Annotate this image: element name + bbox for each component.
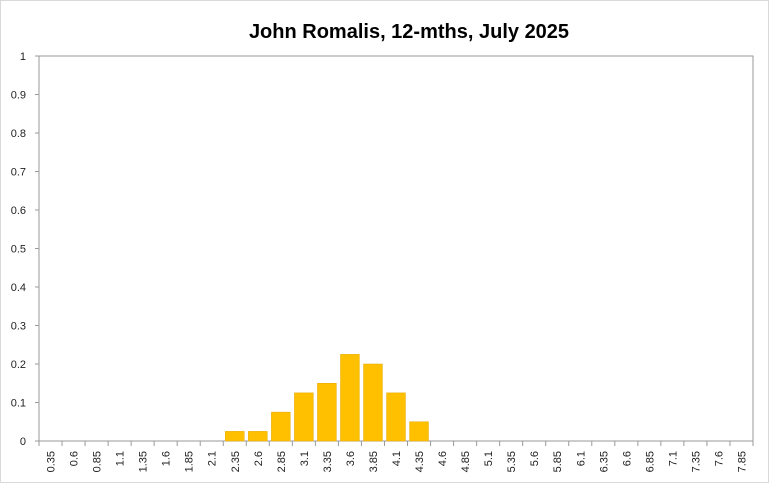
x-tick-label: 0.35 [46,451,58,472]
x-tick-label: 2.35 [230,451,242,472]
x-tick-label: 2.85 [276,451,288,472]
bar [386,392,406,442]
x-axis: 0.35 0.6 0.85 1.1 1.35 1.6 1.85 2.1 2.35 2.6 2.85 3… [38,441,754,472]
bar [294,392,314,442]
y-tick-label: 0.4 [11,282,26,294]
x-tick-label: 4.35 [414,451,426,472]
y-tick-label: 0.7 [11,167,26,179]
y-tick-label: 0.9 [11,90,26,102]
y-tick-label: 0.8 [11,128,26,140]
bar [363,363,383,442]
x-tick-label: 3.1 [299,451,311,466]
y-tick-label: 0 [20,436,26,448]
x-tick-label: 7.1 [667,451,679,466]
x-tick-label: 6.35 [598,451,610,472]
bar [248,431,268,442]
x-tick-label: 1.85 [184,451,196,472]
x-tick-label: 6.85 [644,451,656,472]
y-tick-label: 0.5 [11,244,26,256]
bar [225,431,245,442]
x-tick-label: 5.1 [483,451,495,466]
x-tick-label: 7.85 [736,451,748,472]
x-tick-label: 4.85 [460,451,472,472]
x-tick-label: 1.6 [161,451,173,466]
x-tick-label: 1.1 [115,451,127,466]
x-tick-label: 6.6 [621,451,633,466]
y-axis: 0 0.1 0.2 0.3 0.4 0.5 0.6 0.7 0.8 0.9 1 [11,51,39,448]
y-tick-label: 0.3 [11,321,26,333]
x-tick-label: 6.1 [575,451,587,466]
chart-title: John Romalis, 12-mths, July 2025 [249,21,569,43]
y-tick-label: 1 [20,51,26,63]
x-tick-label: 5.35 [506,451,518,472]
bar [340,354,360,442]
bar [317,383,337,442]
x-tick-label: 7.6 [713,451,725,466]
x-tick-label: 0.85 [92,451,104,472]
bars [225,354,429,442]
x-tick-label: 5.85 [552,451,564,472]
x-tick-label: 2.6 [253,451,265,466]
y-tick-label: 0.6 [11,205,26,217]
x-tick-label: 0.6 [69,451,81,466]
y-tick-label: 0.2 [11,359,26,371]
x-tick-label: 3.85 [368,451,380,472]
x-tick-label: 1.35 [138,451,150,472]
x-tick-label: 7.35 [690,451,702,472]
bar [409,421,429,442]
x-tick-label: 3.35 [322,451,334,472]
x-tick-label: 5.6 [529,451,541,466]
x-tick-label: 4.6 [437,451,449,466]
x-tick-label: 3.6 [345,451,357,466]
x-tick-label: 2.1 [207,451,219,466]
bar [271,411,291,442]
y-tick-label: 0.1 [11,398,26,410]
x-tick-label: 4.1 [391,451,403,466]
